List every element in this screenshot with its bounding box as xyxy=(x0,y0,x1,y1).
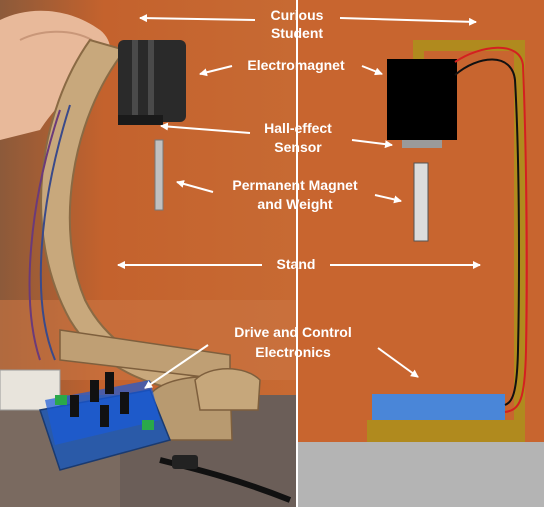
photo-stand-fin-2 xyxy=(194,368,261,411)
label-hall-sensor-1: Hall-effect xyxy=(264,120,332,136)
schematic-panel xyxy=(298,0,544,507)
label-curious-student-2: Student xyxy=(271,25,323,41)
photo-knob xyxy=(100,405,109,427)
arrow-electronics-right xyxy=(377,347,419,378)
arrow-sensor-right xyxy=(351,139,393,149)
student-hand xyxy=(0,10,111,141)
label-stand: Stand xyxy=(277,256,316,272)
arrow-sensor-left xyxy=(160,122,251,134)
schematic-wire-red xyxy=(454,46,528,413)
photo-wire xyxy=(28,109,61,361)
photo-sensor xyxy=(118,115,163,125)
schematic-electromagnet xyxy=(387,59,457,140)
arrow-electronics-left xyxy=(144,344,209,389)
label-drive-control-2: Electronics xyxy=(255,344,331,360)
arrow-magnet-right xyxy=(374,194,402,204)
photo-knob xyxy=(120,392,129,414)
photo-knob xyxy=(90,380,99,402)
label-curious-student-1: Curious xyxy=(271,7,324,23)
schematic-hall-sensor xyxy=(402,140,442,148)
hand-crease xyxy=(19,30,93,41)
schematic-stand-lip xyxy=(413,40,424,60)
label-permanent-magnet-2: and Weight xyxy=(257,196,333,212)
photo-power-plug xyxy=(172,455,198,469)
schematic-floor xyxy=(298,442,544,507)
photo-electromagnet-ridge xyxy=(132,40,138,122)
photo-panel xyxy=(0,0,296,507)
photo-terminal xyxy=(55,395,67,405)
photo-electromagnet-ridge xyxy=(148,40,154,122)
label-hall-sensor-2: Sensor xyxy=(274,139,322,155)
photo-knob xyxy=(70,395,79,417)
arrow-electromagnet-right xyxy=(361,65,383,76)
schematic-electronics xyxy=(372,394,505,420)
label-drive-control-1: Drive and Control xyxy=(234,324,351,340)
label-permanent-magnet-1: Permanent Magnet xyxy=(232,177,358,193)
photo-wire xyxy=(39,104,71,361)
arrow-student-left xyxy=(139,14,256,23)
photo-terminal xyxy=(142,420,154,430)
label-electromagnet: Electromagnet xyxy=(247,57,345,73)
schematic-stand-base xyxy=(367,420,525,442)
schematic-permanent-magnet xyxy=(413,162,429,242)
arrow-student-right xyxy=(339,17,477,26)
schematic-wire-black xyxy=(454,58,520,406)
photo-knob xyxy=(105,372,114,394)
photo-permanent-magnet xyxy=(154,139,164,211)
arrow-magnet-left xyxy=(176,180,214,193)
arrow-electromagnet-left xyxy=(199,65,233,77)
schematic-stand-top xyxy=(413,40,524,51)
